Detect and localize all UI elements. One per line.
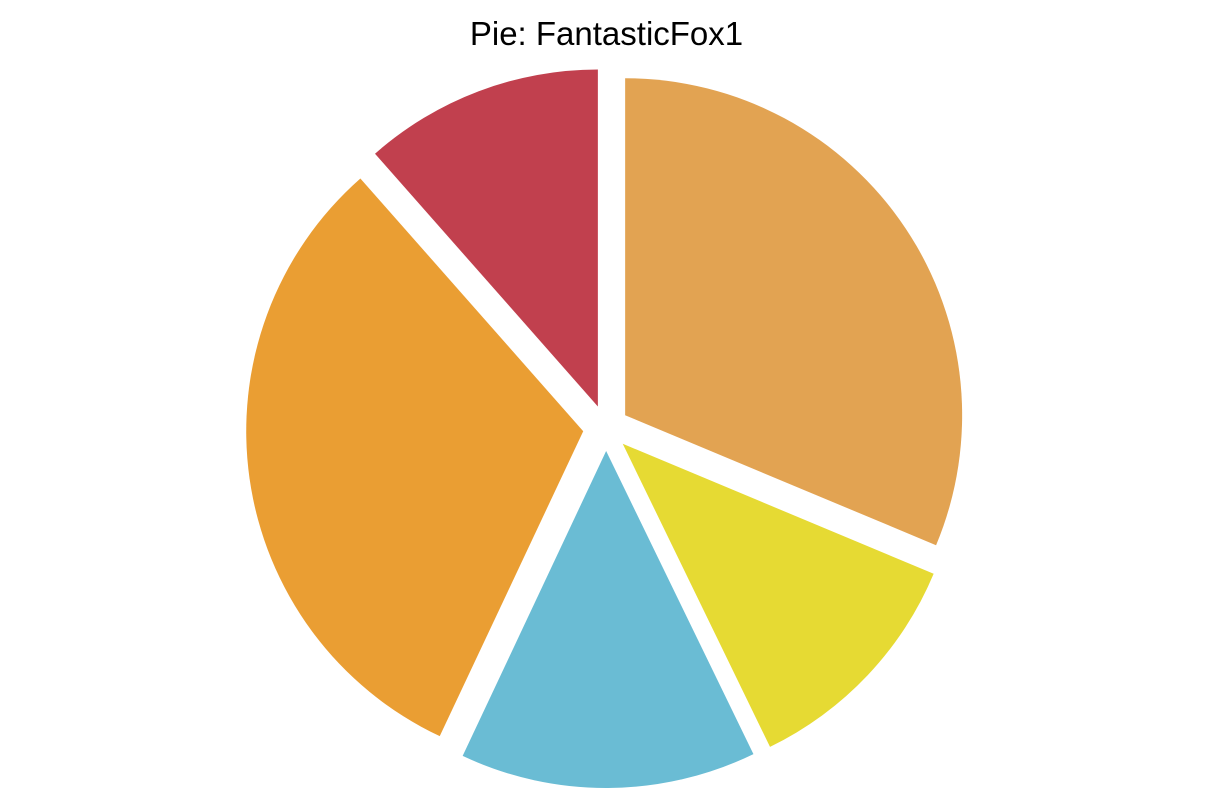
chart-title: Pie: FantasticFox1 [469, 15, 744, 52]
pie-slice-3 [462, 451, 754, 789]
pie-slice-4 [246, 178, 584, 737]
pie-slices [246, 69, 963, 789]
pie-slice-5 [375, 69, 598, 407]
pie-slice-2 [622, 443, 934, 747]
pie-slice-1 [625, 78, 963, 546]
